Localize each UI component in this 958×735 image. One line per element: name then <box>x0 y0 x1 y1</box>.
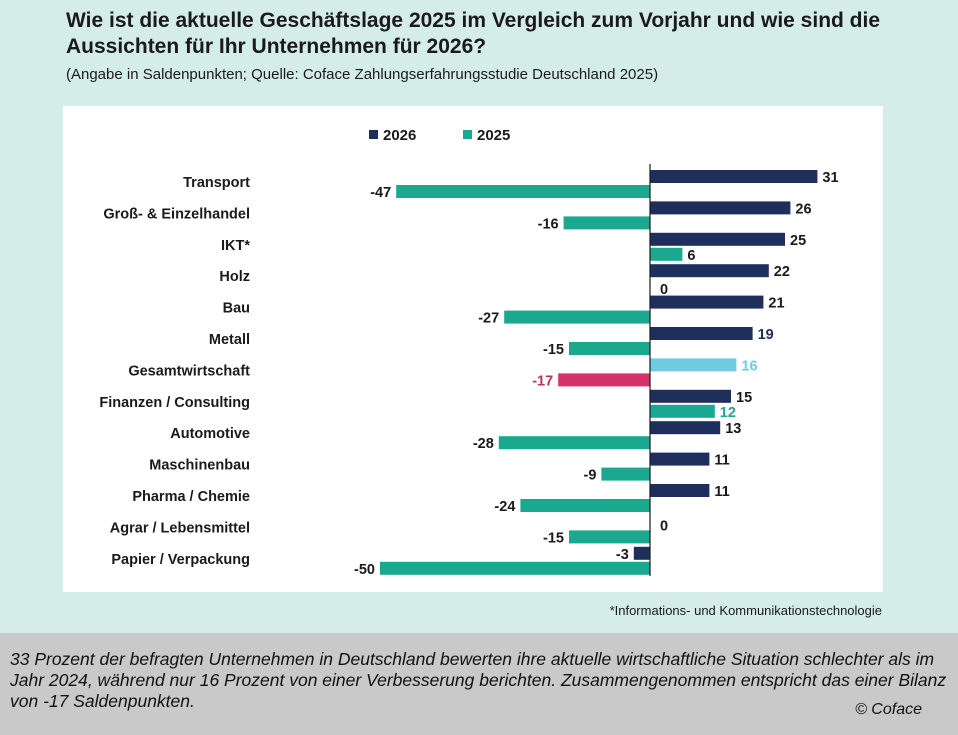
bar-2025-ikt <box>650 247 683 261</box>
bar-2026-papier-verpackung <box>633 546 650 560</box>
value-label-2026-pharma-chemie: 11 <box>714 484 729 500</box>
category-label-automotive: Automotive <box>170 426 250 442</box>
category-label-agrar-lebensmittel: Agrar / Lebensmittel <box>110 520 250 536</box>
bar-2026-maschinenbau <box>650 452 710 466</box>
bar-2026-gross-einzelhandel <box>650 201 791 215</box>
bar-2025-transport <box>396 185 650 198</box>
category-label-pharma-chemie: Pharma / Chemie <box>132 489 250 505</box>
caption-text: 33 Prozent der befragten Unternehmen in … <box>10 649 947 711</box>
value-label-2026-gesamtwirtschaft: 16 <box>741 358 757 374</box>
value-label-2025-gross-einzelhandel: -16 <box>538 216 559 232</box>
category-label-bau: Bau <box>223 301 250 317</box>
value-label-2026-agrar-lebensmittel: 0 <box>660 518 668 534</box>
bar-2025-automotive <box>498 436 650 450</box>
legend-swatch-2026 <box>369 130 378 139</box>
bar-chart: 2026 2025 Transport 31 -47 Groß- & Einzelhand… <box>99 127 838 578</box>
value-label-2025-finanzen-consulting: 12 <box>720 405 736 421</box>
value-label-2026-ikt: 25 <box>790 233 806 249</box>
legend-swatch-2025 <box>463 130 472 139</box>
bar-2025-bau <box>504 310 650 324</box>
footnote: *Informations- und Kommunikationstechnol… <box>609 603 882 618</box>
bar-2026-holz <box>650 264 769 278</box>
value-label-2025-agrar-lebensmittel: -15 <box>543 530 564 546</box>
value-label-2026-bau: 21 <box>768 296 784 312</box>
bar-2025-papier-verpackung <box>380 561 650 575</box>
bar-2026-gesamtwirtschaft <box>650 358 737 372</box>
value-label-2026-finanzen-consulting: 15 <box>736 390 752 406</box>
value-label-2026-maschinenbau: 11 <box>714 453 729 469</box>
value-label-2025-bau: -27 <box>478 311 499 327</box>
legend-label-2026: 2026 <box>383 127 416 144</box>
legend-label-2025: 2025 <box>477 127 510 144</box>
value-label-2026-gross-einzelhandel: 26 <box>795 201 811 217</box>
value-label-2025-gesamtwirtschaft: -17 <box>532 373 553 389</box>
bar-2026-transport <box>650 170 818 183</box>
bar-2025-pharma-chemie <box>520 499 650 512</box>
bar-2026-ikt <box>650 232 785 246</box>
bar-2026-bau <box>650 295 764 309</box>
chart-panel: 2026 2025 Transport 31 -47 Groß- & Einzelhand… <box>63 106 883 592</box>
category-label-papier-verpackung: Papier / Verpackung <box>111 552 250 568</box>
bar-2025-agrar-lebensmittel <box>569 530 650 544</box>
category-label-ikt: IKT* <box>221 238 250 254</box>
category-label-holz: Holz <box>219 269 250 285</box>
caption-box <box>0 633 958 735</box>
bar-2026-pharma-chemie <box>650 484 710 497</box>
copyright: © Coface <box>855 701 922 718</box>
value-label-2026-automotive: 13 <box>725 421 741 437</box>
bar-2025-gesamtwirtschaft <box>558 373 650 387</box>
value-label-2025-transport: -47 <box>370 185 391 201</box>
category-label-gesamtwirtschaft: Gesamtwirtschaft <box>128 363 250 379</box>
bar-2025-maschinenbau <box>601 467 650 481</box>
chart-title: Wie ist die aktuelle Geschäftslage 2025 … <box>66 9 881 58</box>
category-label-finanzen-consulting: Finanzen / Consulting <box>99 395 250 411</box>
chart-subtitle: (Angabe in Saldenpunkten; Quelle: Coface… <box>66 66 659 83</box>
value-label-2025-metall: -15 <box>543 342 564 358</box>
value-label-2026-papier-verpackung: -3 <box>616 547 629 563</box>
category-label-maschinenbau: Maschinenbau <box>149 458 250 474</box>
value-label-2025-pharma-chemie: -24 <box>494 499 515 515</box>
value-label-2025-ikt: 6 <box>687 248 695 264</box>
bar-2026-finanzen-consulting <box>650 389 731 403</box>
bar-2026-metall <box>650 327 753 340</box>
value-label-2026-metall: 19 <box>758 327 774 343</box>
category-label-gross-einzelhandel: Groß- & Einzelhandel <box>103 206 250 222</box>
bar-2026-automotive <box>650 421 721 435</box>
bar-2025-metall <box>569 342 650 355</box>
value-label-2025-maschinenbau: -9 <box>583 468 596 484</box>
value-label-2025-holz: 0 <box>660 282 668 298</box>
value-label-2026-holz: 22 <box>774 264 790 280</box>
value-label-2026-transport: 31 <box>822 170 838 186</box>
category-label-metall: Metall <box>209 332 250 348</box>
value-label-2025-papier-verpackung: -50 <box>354 562 375 578</box>
value-label-2025-automotive: -28 <box>473 436 494 452</box>
category-label-transport: Transport <box>183 175 250 191</box>
bar-2025-finanzen-consulting <box>650 404 715 418</box>
bar-2025-gross-einzelhandel <box>563 216 650 230</box>
